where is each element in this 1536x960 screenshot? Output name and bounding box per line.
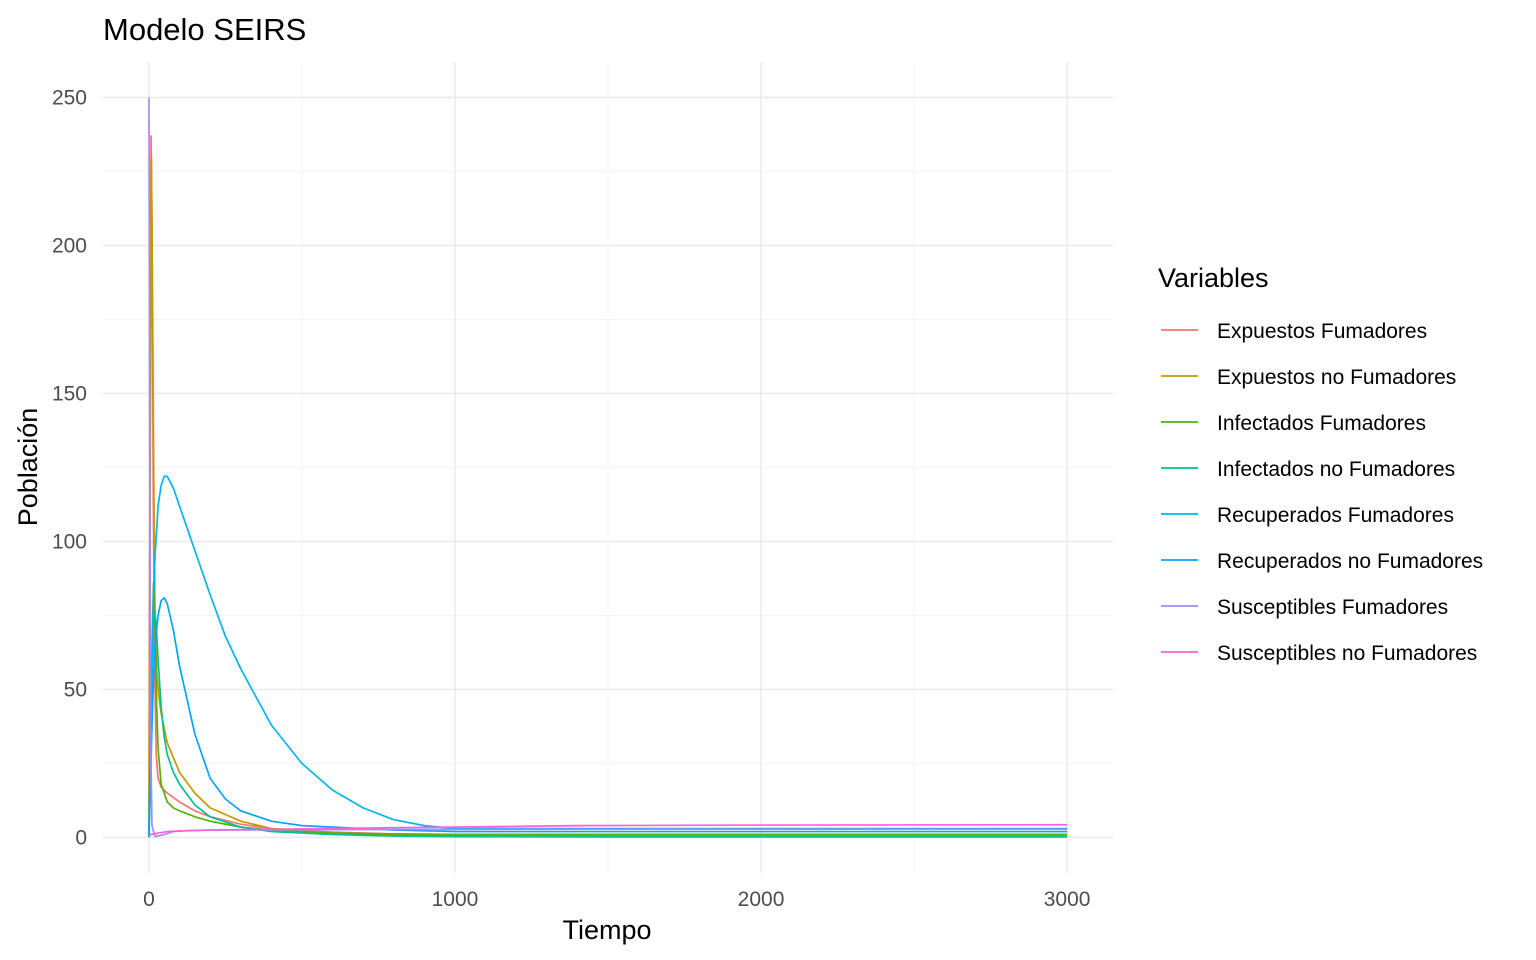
chart-title: Modelo SEIRS	[103, 12, 306, 47]
minor-gridlines	[103, 62, 1113, 873]
legend-label-recuperados-fumadores: Recuperados Fumadores	[1217, 504, 1454, 527]
legend: Variables Expuestos Fumadores Expuestos n…	[1158, 263, 1483, 665]
y-tick-label: 150	[52, 383, 87, 406]
y-tick-label: 50	[64, 678, 87, 701]
x-tick-label: 2000	[738, 888, 785, 911]
y-axis-title: Población	[13, 408, 43, 527]
x-axis-title: Tiempo	[562, 915, 651, 945]
x-tick-label: 1000	[432, 888, 479, 911]
series-line-expuestos-no-fumadores	[148, 155, 1068, 838]
legend-label-infectados-fumadores: Infectados Fumadores	[1217, 412, 1426, 435]
legend-label-expuestos-no-fumadores: Expuestos no Fumadores	[1217, 366, 1456, 389]
legend-label-susceptibles-fumadores: Susceptibles Fumadores	[1217, 596, 1448, 619]
x-tick-label: 0	[143, 888, 155, 911]
series-line-recuperados-no-fumadores	[148, 596, 1068, 838]
y-tick-label: 200	[52, 235, 87, 258]
legend-items: Expuestos Fumadores Expuestos no Fumadore…	[1161, 320, 1483, 665]
y-tick-label: 250	[52, 87, 87, 110]
legend-label-infectados-no-fumadores: Infectados no Fumadores	[1217, 458, 1455, 481]
legend-title: Variables	[1158, 263, 1269, 293]
x-axis-ticks: 0 1000 2000 3000	[143, 888, 1090, 911]
legend-label-recuperados-no-fumadores: Recuperados no Fumadores	[1217, 550, 1483, 573]
legend-label-susceptibles-no-fumadores: Susceptibles no Fumadores	[1217, 642, 1477, 665]
series-line-susceptibles-no-fumadores	[148, 823, 1068, 838]
legend-label-expuestos-fumadores: Expuestos Fumadores	[1217, 320, 1427, 343]
plot-series	[148, 97, 1068, 838]
x-tick-label: 3000	[1044, 888, 1091, 911]
y-axis-ticks: 0 50 100 150 200 250	[52, 87, 87, 850]
series-line-infectados-no-fumadores	[148, 611, 1068, 838]
series-line-recuperados-fumadores	[148, 475, 1068, 838]
y-tick-label: 100	[52, 530, 87, 553]
y-tick-label: 0	[75, 826, 87, 849]
